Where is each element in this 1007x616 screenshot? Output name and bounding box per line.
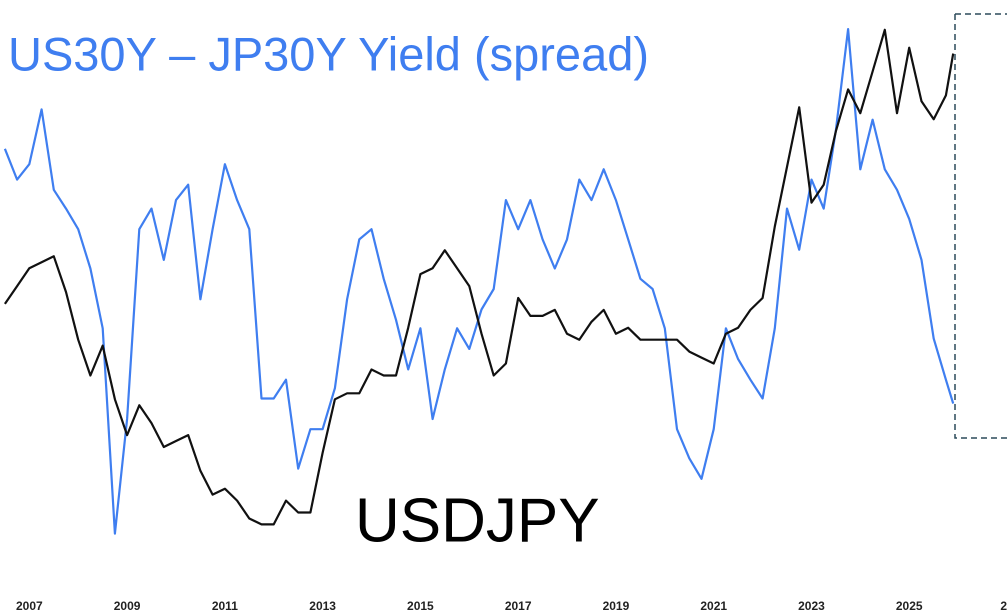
plot (3, 28, 955, 535)
x-tick-label: 2013 (309, 599, 336, 613)
highlight-box (954, 13, 1007, 439)
x-tick-label: 2015 (407, 599, 434, 613)
x-tick-label: 2009 (114, 599, 141, 613)
x-tick-label: 2017 (505, 599, 532, 613)
x-axis: 2007 2009 2011 2013 2015 2017 2019 2021 2023 2025… (16, 599, 1007, 613)
spread-label: US30Y – JP30Y Yield (spread) (8, 27, 649, 80)
series-line (3, 28, 955, 535)
usdjpy-label: USDJPY (355, 486, 600, 555)
x-tick-label: 2021 (700, 599, 727, 613)
x-tick-label: 2007 (16, 599, 43, 613)
x-tick-label: 2011 (212, 599, 238, 613)
series-line (3, 28, 955, 526)
x-tick-label: 20 (1000, 599, 1007, 613)
x-tick-label: 2023 (798, 599, 825, 613)
x-tick-label: 2019 (603, 599, 630, 613)
x-tick-label: 2025 (896, 599, 923, 613)
